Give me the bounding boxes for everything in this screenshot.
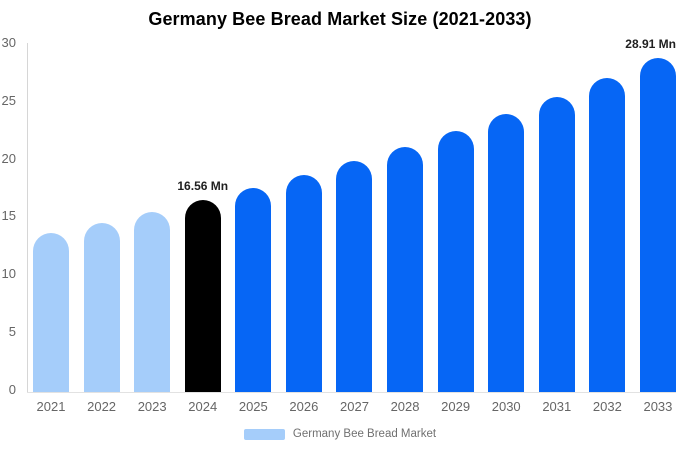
chart-title: Germany Bee Bread Market Size (2021-2033… bbox=[148, 9, 532, 29]
x-label-2030: 2030 bbox=[491, 399, 521, 414]
bar-2028[interactable] bbox=[387, 146, 424, 392]
bar-2031[interactable] bbox=[538, 96, 575, 392]
x-label-2026: 2026 bbox=[289, 399, 319, 414]
bar-2027[interactable] bbox=[336, 161, 373, 392]
x-label-2022: 2022 bbox=[87, 399, 117, 414]
x-axis-baseline bbox=[27, 392, 676, 393]
x-label-2029: 2029 bbox=[441, 399, 471, 414]
bar-value-label-2033: 28.91 Mn bbox=[625, 36, 676, 51]
x-label-2033: 2033 bbox=[643, 399, 673, 414]
bar-2023[interactable] bbox=[134, 212, 171, 392]
x-label-2031: 2031 bbox=[542, 399, 572, 414]
legend[interactable]: Germany Bee Bread Market bbox=[0, 426, 680, 442]
legend-swatch bbox=[243, 428, 285, 440]
y-tick-0: 0 bbox=[8, 381, 16, 397]
bar-2022[interactable] bbox=[83, 222, 120, 392]
bar-series: 16.56 Mn 28.91 Mn bbox=[33, 37, 676, 392]
x-label-2025: 2025 bbox=[238, 399, 268, 414]
bar-2033[interactable]: 28.91 Mn bbox=[625, 37, 676, 392]
y-tick-20: 20 bbox=[1, 150, 16, 166]
x-label-2032: 2032 bbox=[592, 399, 622, 414]
bar-2025[interactable] bbox=[235, 188, 272, 392]
bar-2024[interactable]: 16.56 Mn bbox=[177, 179, 228, 392]
bar-2029[interactable] bbox=[437, 131, 474, 392]
y-tick-15: 15 bbox=[1, 208, 16, 224]
y-tick-5: 5 bbox=[8, 323, 16, 339]
y-tick-10: 10 bbox=[1, 266, 16, 281]
bar-2026[interactable] bbox=[285, 175, 322, 392]
bar-2030[interactable] bbox=[488, 114, 525, 392]
x-label-2024: 2024 bbox=[188, 399, 218, 414]
y-axis-line bbox=[27, 43, 28, 392]
y-tick-25: 25 bbox=[1, 92, 16, 108]
x-label-2021: 2021 bbox=[36, 399, 66, 414]
x-label-2023: 2023 bbox=[137, 399, 167, 414]
x-label-2028: 2028 bbox=[390, 399, 420, 414]
bar-2021[interactable] bbox=[33, 232, 69, 392]
bar-value-label-2024: 16.56 Mn bbox=[177, 179, 229, 194]
bar-2032[interactable] bbox=[589, 77, 626, 392]
x-label-2027: 2027 bbox=[340, 399, 369, 414]
legend-label: Germany Bee Bread Market bbox=[292, 428, 437, 440]
x-axis-labels: 2021 2022 2023 2024 2025 2026 2027 2028 2029 2030… bbox=[33, 399, 676, 414]
y-tick-30: 30 bbox=[1, 35, 16, 50]
